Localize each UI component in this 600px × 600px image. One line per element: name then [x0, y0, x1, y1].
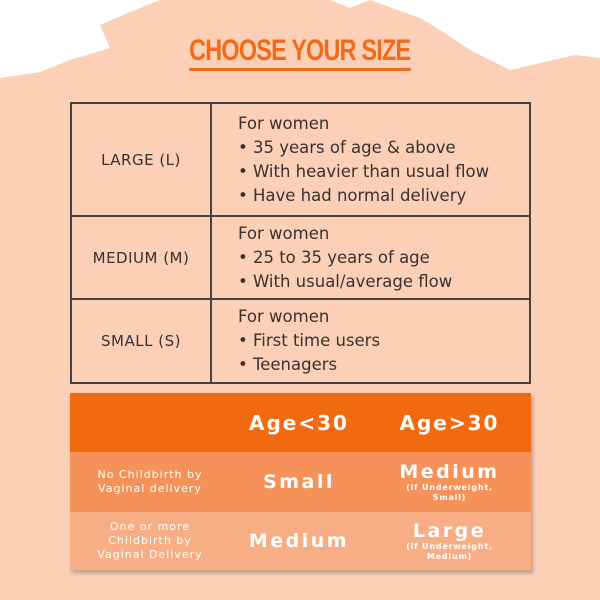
- matrix-row: No Childbirth by Vaginal delivery Small M…: [70, 452, 531, 512]
- cell-old: Medium (if Underweight, Small): [399, 460, 500, 502]
- matrix-row: One or more Childbirth by Vaginal Delivery…: [70, 512, 531, 570]
- desc-heading: For women: [238, 307, 330, 326]
- cell-old: Large (if Underweight, Medium): [406, 519, 493, 561]
- size-guide-table: LARGE (L) For women • 35 years of age & …: [70, 102, 531, 384]
- cell-young: Medium: [248, 529, 350, 552]
- size-label: SMALL (S): [70, 298, 212, 384]
- desc-point: • First time users: [238, 331, 381, 350]
- desc-heading: For women: [238, 113, 330, 133]
- desc-point: • 25 to 35 years of age: [238, 247, 430, 267]
- desc-point: • With heavier than usual flow: [238, 161, 490, 181]
- size-description: For women • First time users • Teenagers: [210, 298, 531, 384]
- size-description: For women • 25 to 35 years of age • With…: [210, 215, 531, 300]
- desc-heading: For women: [238, 223, 330, 243]
- desc-point: • 35 years of age & above: [238, 137, 456, 157]
- cell-young: Small: [263, 470, 335, 493]
- size-row-large: LARGE (L) For women • 35 years of age & …: [70, 102, 531, 217]
- matrix-header: Age<30 Age>30: [70, 393, 531, 452]
- size-label: LARGE (L): [70, 102, 212, 217]
- size-row-small: SMALL (S) For women • First time users •…: [70, 298, 531, 384]
- header-age-over-30: Age>30: [399, 410, 500, 435]
- desc-point: • Have had normal delivery: [238, 185, 467, 205]
- page-title: CHOOSE YOUR SIZE: [0, 34, 600, 71]
- size-row-medium: MEDIUM (M) For women • 25 to 35 years of…: [70, 215, 531, 300]
- size-description: For women • 35 years of age & above • Wi…: [210, 102, 531, 217]
- desc-point: • With usual/average flow: [238, 271, 453, 291]
- size-label: MEDIUM (M): [70, 215, 212, 300]
- header-age-under-30: Age<30: [249, 410, 349, 435]
- size-matrix: Age<30 Age>30 No Childbirth by Vaginal de…: [70, 393, 531, 570]
- row-label: No Childbirth by Vaginal delivery: [97, 468, 203, 495]
- row-label: One or more Childbirth by Vaginal Delivery: [97, 520, 203, 561]
- desc-point: • Teenagers: [238, 355, 338, 374]
